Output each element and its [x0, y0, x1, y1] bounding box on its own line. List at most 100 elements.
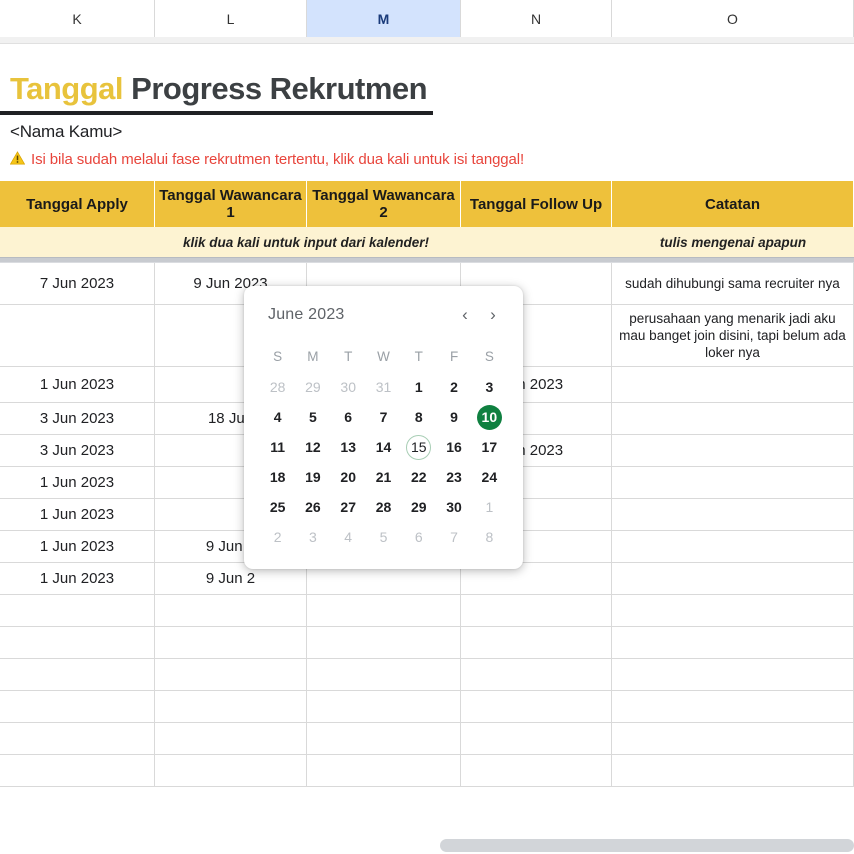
cell-notes[interactable]: sudah dihubungi sama recruiter nya: [612, 263, 854, 305]
calendar-day[interactable]: 24: [472, 462, 507, 492]
cell-apply[interactable]: 7 Jun 2023: [0, 263, 155, 305]
table-header-cell[interactable]: Tanggal Follow Up: [461, 181, 612, 227]
cell-followup[interactable]: [461, 691, 612, 723]
cell-notes[interactable]: [612, 691, 854, 723]
cell-notes[interactable]: [612, 659, 854, 691]
cell-notes[interactable]: [612, 531, 854, 563]
calendar-day[interactable]: 19: [295, 462, 330, 492]
calendar-day[interactable]: 1: [472, 492, 507, 522]
cell-followup[interactable]: [461, 627, 612, 659]
calendar-day[interactable]: 6: [331, 402, 366, 432]
calendar-day[interactable]: 28: [366, 492, 401, 522]
calendar-day[interactable]: 23: [436, 462, 471, 492]
calendar-day[interactable]: 25: [260, 492, 295, 522]
calendar-day[interactable]: 8: [401, 402, 436, 432]
cell-notes[interactable]: [612, 499, 854, 531]
cell-apply[interactable]: [0, 691, 155, 723]
calendar-day[interactable]: 29: [295, 372, 330, 402]
calendar-day[interactable]: 30: [436, 492, 471, 522]
calendar-day[interactable]: 6: [401, 522, 436, 552]
cell-w2[interactable]: [307, 755, 461, 787]
cell-apply[interactable]: 3 Jun 2023: [0, 435, 155, 467]
calendar-day[interactable]: 4: [331, 522, 366, 552]
cell-apply[interactable]: 1 Jun 2023: [0, 467, 155, 499]
frozen-row-divider[interactable]: [0, 257, 854, 263]
cell-apply[interactable]: 1 Jun 2023: [0, 531, 155, 563]
calendar-day[interactable]: 31: [366, 372, 401, 402]
cell-apply[interactable]: [0, 755, 155, 787]
cell-w2[interactable]: [307, 691, 461, 723]
cell-apply[interactable]: [0, 305, 155, 367]
cell-apply[interactable]: 1 Jun 2023: [0, 563, 155, 595]
calendar-day[interactable]: 4: [260, 402, 295, 432]
calendar-day[interactable]: 2: [436, 372, 471, 402]
cell-notes[interactable]: perusahaan yang menarik jadi aku mau ban…: [612, 305, 854, 367]
calendar-day[interactable]: 2: [260, 522, 295, 552]
cell-followup[interactable]: [461, 659, 612, 691]
cell-notes[interactable]: [612, 595, 854, 627]
calendar-day[interactable]: 15: [401, 432, 436, 462]
cell-notes[interactable]: [612, 723, 854, 755]
cell-followup[interactable]: [461, 723, 612, 755]
cell-w1[interactable]: [155, 723, 307, 755]
cell-apply[interactable]: 1 Jun 2023: [0, 367, 155, 403]
cell-apply[interactable]: [0, 659, 155, 691]
calendar-day[interactable]: 27: [331, 492, 366, 522]
cell-followup[interactable]: [461, 595, 612, 627]
cell-w2[interactable]: [307, 723, 461, 755]
cell-w1[interactable]: [155, 755, 307, 787]
cell-apply[interactable]: 3 Jun 2023: [0, 403, 155, 435]
cell-notes[interactable]: [612, 755, 854, 787]
calendar-day[interactable]: 18: [260, 462, 295, 492]
cell-notes[interactable]: [612, 563, 854, 595]
cell-notes[interactable]: [612, 435, 854, 467]
column-header-n[interactable]: N: [461, 0, 612, 37]
cell-w2[interactable]: [307, 595, 461, 627]
cell-w1[interactable]: [155, 595, 307, 627]
calendar-day[interactable]: 26: [295, 492, 330, 522]
calendar-day[interactable]: 1: [401, 372, 436, 402]
calendar-day[interactable]: 16: [436, 432, 471, 462]
cell-w2[interactable]: [307, 627, 461, 659]
cell-notes[interactable]: [612, 467, 854, 499]
cell-apply[interactable]: 1 Jun 2023: [0, 499, 155, 531]
calendar-day[interactable]: 8: [472, 522, 507, 552]
calendar-day[interactable]: 12: [295, 432, 330, 462]
table-header-cell[interactable]: Tanggal Wawancara 2: [307, 181, 461, 227]
cell-notes[interactable]: [612, 627, 854, 659]
calendar-day[interactable]: 29: [401, 492, 436, 522]
horizontal-scrollbar-thumb[interactable]: [440, 839, 854, 852]
calendar-day[interactable]: 10: [472, 402, 507, 432]
column-header-m[interactable]: M: [307, 0, 461, 37]
calendar-day[interactable]: 13: [331, 432, 366, 462]
cell-w1[interactable]: [155, 691, 307, 723]
calendar-day[interactable]: 22: [401, 462, 436, 492]
column-header-l[interactable]: L: [155, 0, 307, 37]
chevron-left-icon[interactable]: ‹: [462, 305, 468, 324]
calendar-day[interactable]: 5: [295, 402, 330, 432]
table-header-cell[interactable]: Tanggal Wawancara 1: [155, 181, 307, 227]
date-picker-popup[interactable]: June 2023 ‹ › S M T W T F S 28 29 30 31 1 2 3 4 5 6 7 8 9 10…: [244, 286, 523, 569]
calendar-day[interactable]: 7: [366, 402, 401, 432]
calendar-day[interactable]: 17: [472, 432, 507, 462]
table-header-cell[interactable]: Tanggal Apply: [0, 181, 155, 227]
cell-followup[interactable]: [461, 755, 612, 787]
column-header-k[interactable]: K: [0, 0, 155, 37]
calendar-day[interactable]: 11: [260, 432, 295, 462]
calendar-day[interactable]: 5: [366, 522, 401, 552]
cell-apply[interactable]: [0, 627, 155, 659]
calendar-day[interactable]: 20: [331, 462, 366, 492]
cell-w1[interactable]: [155, 659, 307, 691]
cell-apply[interactable]: [0, 595, 155, 627]
calendar-day[interactable]: 3: [295, 522, 330, 552]
calendar-day[interactable]: 7: [436, 522, 471, 552]
cell-apply[interactable]: [0, 723, 155, 755]
cell-notes[interactable]: [612, 367, 854, 403]
cell-notes[interactable]: [612, 403, 854, 435]
chevron-right-icon[interactable]: ›: [490, 305, 496, 324]
calendar-day[interactable]: 30: [331, 372, 366, 402]
calendar-day[interactable]: 9: [436, 402, 471, 432]
cell-w2[interactable]: [307, 659, 461, 691]
calendar-day[interactable]: 21: [366, 462, 401, 492]
column-header-o[interactable]: O: [612, 0, 854, 37]
